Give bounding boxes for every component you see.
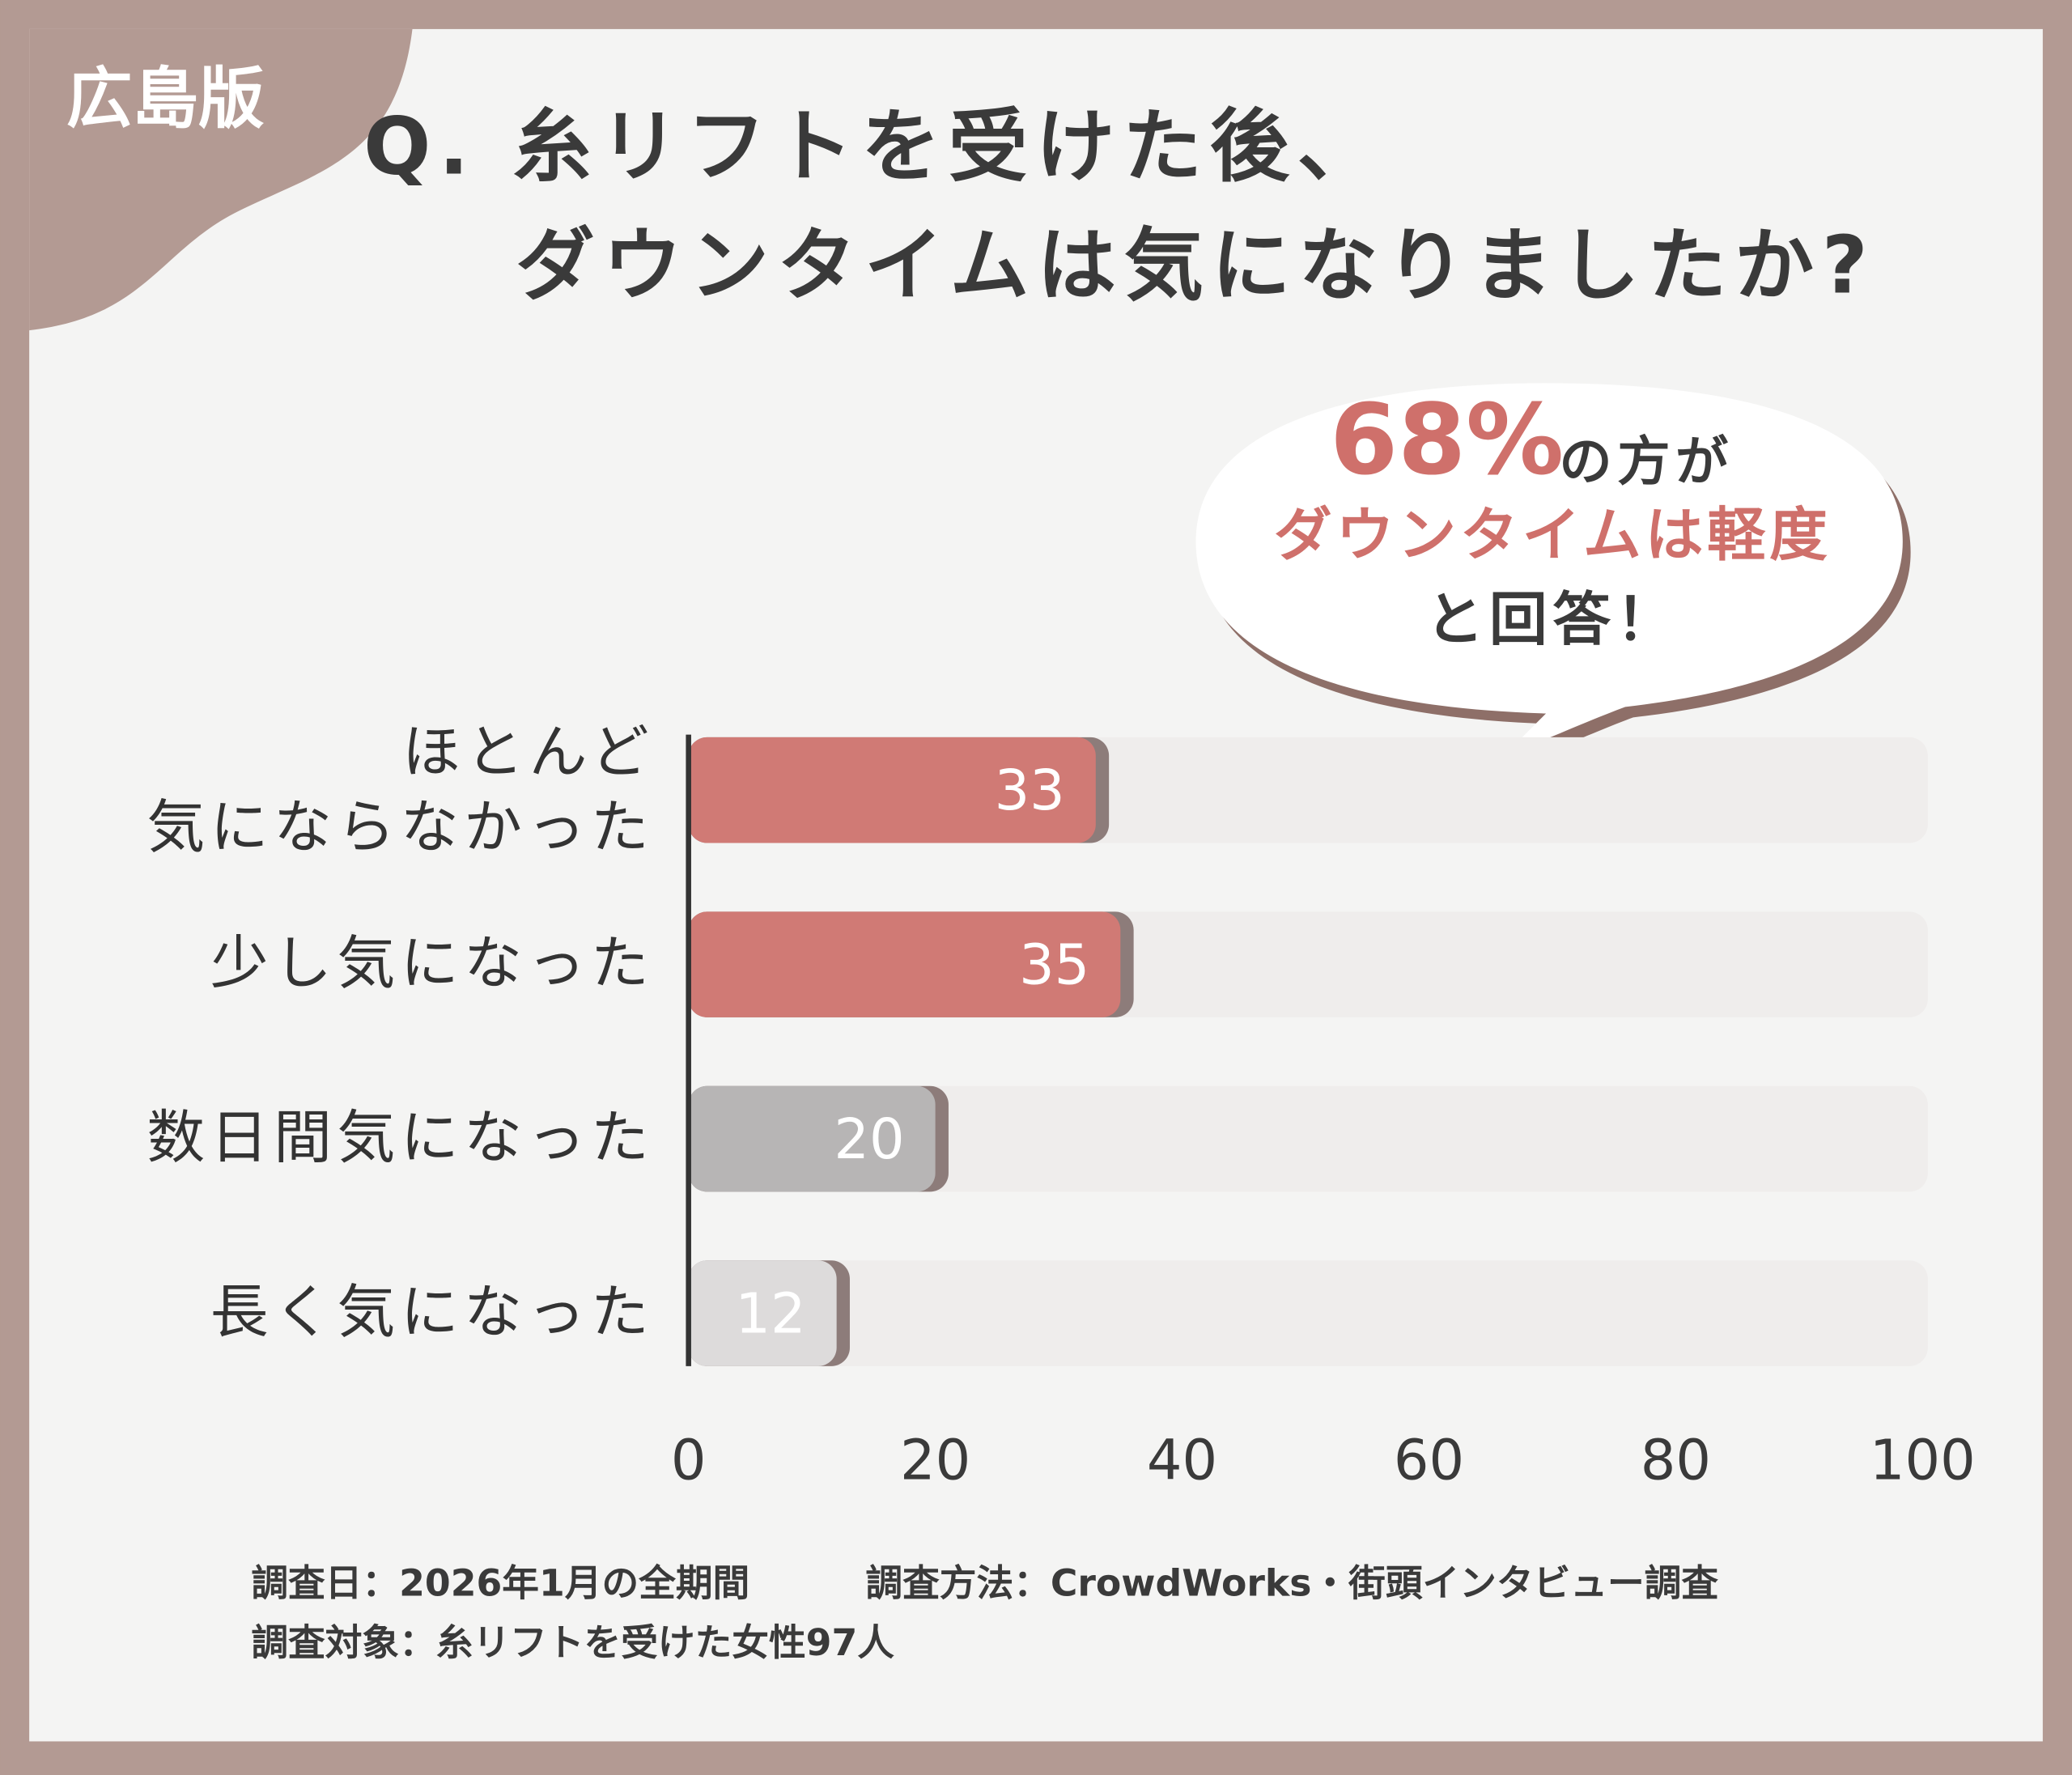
category-label: 長く気になった <box>210 1279 655 1348</box>
callout-text: の方が <box>1559 431 1733 493</box>
x-tick-label: 40 <box>1147 1429 1217 1493</box>
callout-text: と回答！ <box>1426 585 1679 653</box>
badge: 広島版 <box>66 61 265 138</box>
category-label-box: 少し気になった <box>210 930 655 999</box>
category-label-box: 数日間気になった <box>146 1105 655 1173</box>
category-label-box: 長く気になった <box>210 1279 655 1348</box>
x-tick-label: 100 <box>1870 1429 1976 1493</box>
value-label: 12 <box>735 1281 805 1346</box>
category-label: 数日間気になった <box>146 1105 655 1173</box>
bar <box>688 1085 936 1192</box>
callout-highlight: 68% <box>1330 384 1564 497</box>
panel <box>29 28 2043 1742</box>
track <box>688 1085 1928 1192</box>
category-label-box: ほとんど 気にならなかった <box>146 718 655 862</box>
bar <box>688 737 1096 843</box>
note: 調査日：2026年1月の全期間 <box>251 1561 749 1604</box>
category-label: ほとんど 気にならなかった <box>146 718 655 862</box>
badge-shape <box>29 28 413 331</box>
x-tick-label: 60 <box>1394 1429 1464 1493</box>
note: 調査対象：糸リフトを受けた女性97人 <box>251 1621 894 1664</box>
note: 調査方法：CrowdWorks・街頭インタビュー調査 <box>865 1561 1718 1604</box>
bar <box>688 911 1121 1017</box>
value-label: 33 <box>995 758 1065 823</box>
x-tick-label: 80 <box>1641 1429 1711 1493</box>
x-tick-label: 0 <box>671 1429 707 1493</box>
title-line: ダウンタイムは気になりましたか? <box>516 219 1876 312</box>
value-label: 35 <box>1019 933 1089 998</box>
track <box>688 1260 1928 1366</box>
x-tick-label: 20 <box>900 1429 970 1493</box>
bar <box>688 1260 837 1366</box>
category-label: 少し気になった <box>210 930 655 999</box>
callout <box>1195 383 1903 754</box>
callout-text: ダウンタイムは軽度 <box>1274 501 1832 569</box>
title-line: Q. 糸リフトを受けた後、 <box>363 101 1384 193</box>
value-label: 20 <box>834 1107 904 1172</box>
